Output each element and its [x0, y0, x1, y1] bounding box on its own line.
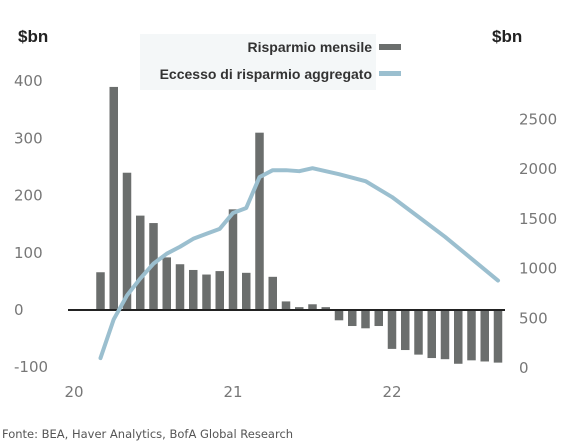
right-axis-ticks: 2500 2000 1500 1000 500 0 [519, 111, 557, 378]
bar-monthly-savings [109, 86, 118, 310]
bar-monthly-savings [189, 269, 198, 310]
left-tick-label: -100 [14, 358, 48, 376]
bar-monthly-savings [387, 310, 397, 349]
x-tick-label: 22 [382, 383, 401, 401]
right-axis-unit: $bn [492, 27, 522, 46]
bar-monthly-savings [242, 272, 251, 310]
bar-monthly-savings [96, 272, 105, 310]
legend-label-excess-savings: Eccesso di risparmio aggregato [160, 66, 372, 82]
bar-monthly-savings [255, 132, 264, 310]
right-tick-label: 500 [519, 309, 548, 327]
bar-monthly-savings [308, 304, 317, 310]
left-tick-label: 200 [14, 187, 43, 205]
bar-monthly-savings [454, 310, 463, 364]
bar-monthly-savings [122, 172, 132, 310]
legend-label-monthly-savings: Risparmio mensile [248, 39, 373, 55]
bar-monthly-savings [295, 307, 304, 310]
series-line-excess-savings [98, 166, 500, 361]
bar-monthly-savings [334, 310, 344, 321]
x-tick-label: 21 [223, 383, 242, 401]
x-tick-label: 20 [64, 383, 83, 401]
bar-monthly-savings [136, 215, 145, 310]
bar-monthly-savings [374, 310, 383, 327]
legend-swatch-excess-savings [379, 71, 401, 76]
bar-monthly-savings [440, 310, 450, 360]
right-tick-label: 0 [519, 359, 529, 377]
x-axis-ticks: 20 21 22 [64, 383, 401, 401]
bar-monthly-savings [493, 310, 503, 363]
bar-monthly-savings [321, 307, 330, 310]
bar-monthly-savings [467, 310, 476, 361]
bar-monthly-savings [162, 257, 171, 310]
bar-monthly-savings [414, 310, 423, 355]
right-tick-label: 1500 [519, 210, 557, 228]
bar-monthly-savings [228, 209, 238, 310]
legend-swatch-monthly-savings [379, 44, 401, 50]
bar-monthly-savings [281, 301, 291, 310]
left-axis-unit: $bn [18, 27, 48, 46]
bar-monthly-savings [401, 310, 410, 351]
left-tick-label: 100 [14, 244, 43, 262]
right-tick-label: 2000 [519, 160, 557, 178]
left-axis-ticks: 400 300 200 100 0 -100 [14, 72, 48, 376]
source-note: Fonte: BEA, Haver Analytics, BofA Global… [2, 427, 294, 441]
bar-monthly-savings [361, 310, 370, 329]
right-tick-label: 1000 [519, 260, 557, 278]
bar-monthly-savings [215, 271, 224, 310]
bar-monthly-savings [348, 310, 357, 327]
bar-monthly-savings [427, 310, 436, 359]
right-tick-label: 2500 [519, 111, 557, 129]
bar-monthly-savings [175, 264, 185, 310]
legend: Risparmio mensile Eccesso di risparmio a… [140, 34, 401, 90]
bar-monthly-savings [480, 310, 489, 362]
legend-background [140, 34, 376, 90]
bars [96, 86, 503, 364]
left-tick-label: 300 [14, 129, 43, 147]
bar-monthly-savings [202, 274, 211, 310]
left-tick-label: 0 [14, 301, 24, 319]
left-tick-label: 400 [14, 72, 43, 90]
bar-monthly-savings [268, 276, 277, 310]
